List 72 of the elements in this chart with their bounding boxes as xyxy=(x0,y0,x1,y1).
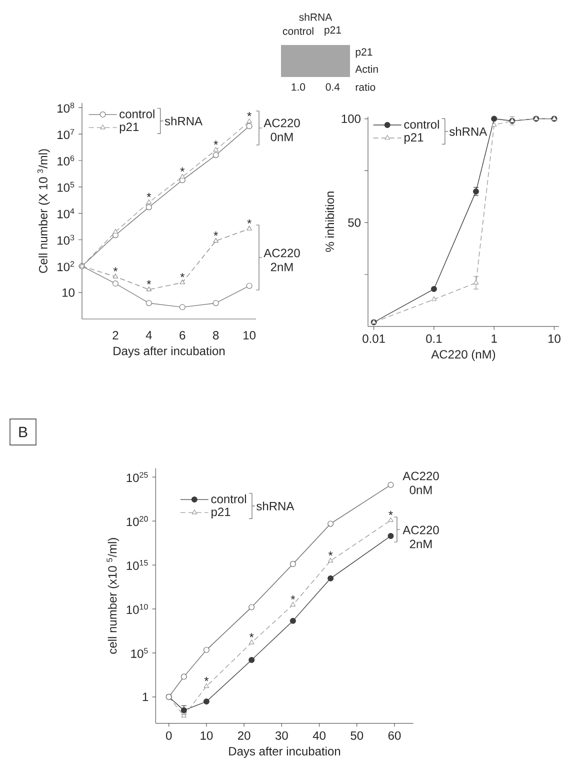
annotation: * xyxy=(146,280,152,284)
y-tick-label: 10$^{10}$ xyxy=(126,604,148,614)
annotation: * xyxy=(204,676,209,682)
legend-label: control xyxy=(120,109,154,118)
y-tick-label: 10$^{8}$ xyxy=(58,102,74,113)
legend-label: p21 xyxy=(212,508,230,519)
legend-title: shRNA xyxy=(256,502,294,510)
annotation: * xyxy=(180,167,185,172)
y-tick-label: 10$^{5}$ xyxy=(131,648,148,658)
x-tick-label: 0.01 xyxy=(362,334,385,343)
text: 1.0 xyxy=(292,83,306,91)
text: ratio xyxy=(356,83,376,91)
annotation: * xyxy=(214,232,218,236)
y-tick-label: 10$^{5}$ xyxy=(58,182,74,192)
text: B xyxy=(19,426,28,438)
category-label: control xyxy=(282,27,314,35)
x-tick-label: 2 xyxy=(112,331,118,340)
annotation: AC220 2nM xyxy=(402,526,439,548)
category-label: p21 xyxy=(324,26,341,36)
x-tick-label: 10 xyxy=(200,731,213,740)
x-tick-label: 10 xyxy=(244,331,256,340)
legend-label: control xyxy=(211,494,246,504)
x-tick-label: 6 xyxy=(180,331,186,340)
annotation: * xyxy=(214,140,218,145)
annotation: * xyxy=(247,219,252,224)
annotation: * xyxy=(113,267,118,272)
x-tick-label: 60 xyxy=(388,731,401,740)
legend-label: p21 xyxy=(404,133,424,144)
x-tick-label: 10 xyxy=(548,334,560,343)
y-tick-label: 10$^{4}$ xyxy=(58,208,74,218)
legend-title: shRNA xyxy=(449,127,488,136)
x-tick-label: 0 xyxy=(166,731,172,740)
x-tick-label: 0.1 xyxy=(426,334,442,343)
x-tick-label: 1 xyxy=(492,334,497,343)
text: AC220 0nM xyxy=(264,118,300,142)
legend-label: p21 xyxy=(120,122,139,134)
x-tick-label: 40 xyxy=(312,731,326,740)
y-tick-label: 10$^{7}$ xyxy=(58,129,74,140)
x-tick-label: 4 xyxy=(146,331,152,340)
annotation: * xyxy=(328,551,333,556)
annotation: * xyxy=(146,192,152,198)
x-axis-title: AC220 (nM) xyxy=(431,350,496,361)
annotation: * xyxy=(180,273,185,278)
y-tick-label: 10$^{2}$ xyxy=(58,261,74,272)
x-axis-title: Days after incubation xyxy=(229,746,340,758)
y-tick-label: 10$^{3}$ xyxy=(58,234,74,245)
y-tick-label: 1 xyxy=(142,692,148,702)
y-axis-title: Cell number (X 10 $^{3}$/ml) xyxy=(37,149,50,273)
legend-label: control xyxy=(404,120,439,129)
category-label: Actin xyxy=(355,65,378,73)
annotation: * xyxy=(247,112,252,116)
x-tick-label: 20 xyxy=(238,731,250,740)
y-tick-label: 10$^{6}$ xyxy=(58,155,74,166)
x-tick-label: 8 xyxy=(213,331,219,340)
annotation: * xyxy=(290,595,296,600)
text: shRNA xyxy=(299,13,332,21)
text: 0.4 xyxy=(326,83,340,91)
x-tick-label: 30 xyxy=(275,731,288,740)
y-tick-label: 10$^{25}$ xyxy=(126,472,148,482)
annotation: * xyxy=(249,633,254,638)
annotation: * xyxy=(388,510,393,516)
y-axis-title: cell number (x10 $^{5}$/ml) xyxy=(106,538,120,654)
y-axis-title: % inhibition xyxy=(325,192,334,252)
y-tick-label: 10 xyxy=(62,288,74,297)
category-label: p21 xyxy=(356,48,372,58)
y-tick-label: 10$^{15}$ xyxy=(126,560,148,570)
y-tick-label: 100 xyxy=(342,114,360,124)
text: AC220 2nM xyxy=(264,248,300,272)
annotation: AC220 0nM xyxy=(402,472,439,494)
y-tick-label: 10$^{20}$ xyxy=(126,516,148,526)
x-axis-title: Days after incubation xyxy=(114,346,225,358)
legend-title: shRNA xyxy=(164,116,203,126)
